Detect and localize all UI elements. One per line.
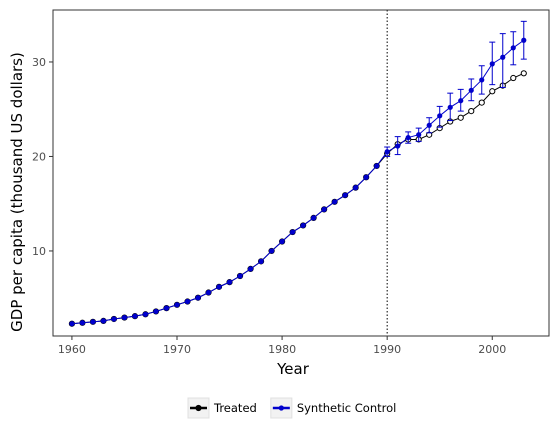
data-point (205, 289, 212, 296)
data-point (311, 215, 317, 221)
data-point (447, 104, 453, 110)
data-point (363, 174, 369, 180)
data-point (90, 319, 96, 325)
y-tick-label: 30 (32, 56, 46, 69)
chart-marks (68, 10, 527, 336)
data-point (100, 318, 107, 324)
legend-item-treated: Treated (187, 397, 257, 419)
data-point (153, 308, 159, 315)
data-point (163, 305, 170, 311)
panel-background (53, 10, 549, 336)
legend-key-marker (278, 405, 284, 411)
data-point (226, 279, 233, 285)
data-point (500, 54, 506, 60)
data-point (426, 122, 432, 128)
series-synthetic-control (69, 20, 527, 327)
data-point (374, 163, 380, 169)
data-point (79, 320, 86, 326)
data-point (468, 108, 475, 115)
data-point (416, 132, 422, 138)
y-tick-label: 20 (32, 150, 46, 163)
data-point (258, 258, 264, 264)
data-point (142, 311, 149, 317)
data-point (111, 316, 117, 322)
legend: Treated Synthetic Control (187, 397, 397, 419)
x-tick-label: 2000 (478, 343, 506, 356)
data-point (279, 238, 285, 245)
data-point (384, 149, 390, 155)
data-point (489, 88, 496, 95)
data-point (510, 74, 517, 82)
data-point (342, 192, 348, 198)
data-point (184, 298, 191, 305)
data-point (510, 45, 516, 51)
legend-item-synthetic-control: Synthetic Control (270, 397, 397, 419)
data-point (237, 273, 243, 279)
data-point (174, 302, 180, 308)
x-tick-label: 1970 (163, 343, 191, 356)
data-point (69, 321, 75, 327)
legend-key-marker (195, 404, 202, 412)
data-point (216, 284, 222, 290)
data-point (478, 99, 485, 106)
data-point (195, 295, 201, 301)
data-point (289, 229, 296, 235)
data-point (332, 199, 338, 205)
data-point (132, 313, 138, 319)
legend-label: Treated (213, 401, 257, 415)
plot-panel (53, 10, 549, 336)
data-point (405, 134, 411, 141)
data-point (489, 61, 495, 67)
data-point (468, 87, 474, 93)
data-point (458, 98, 464, 104)
data-point (520, 70, 527, 77)
axes: 1960 1970 1980 1990 2000 10 20 30 (32, 9, 550, 356)
x-tick-label: 1990 (373, 343, 401, 356)
data-point (121, 314, 128, 321)
x-tick-label: 1960 (58, 343, 86, 356)
data-point (521, 37, 527, 43)
data-point (321, 206, 327, 212)
data-point (300, 222, 306, 229)
error-bar (499, 33, 506, 88)
y-tick-label: 10 (32, 245, 46, 258)
x-axis-title: Year (276, 360, 310, 378)
panel-border (52, 9, 550, 337)
data-point (457, 114, 464, 121)
data-point (268, 248, 275, 254)
x-tick-label: 1980 (268, 343, 296, 356)
data-point (437, 113, 443, 119)
data-point (479, 77, 485, 83)
data-point (247, 266, 254, 272)
legend-label: Synthetic Control (297, 401, 397, 415)
y-axis-title: GDP per capita (thousand US dollars) (8, 52, 26, 332)
data-point (395, 143, 401, 149)
data-point (353, 185, 359, 191)
